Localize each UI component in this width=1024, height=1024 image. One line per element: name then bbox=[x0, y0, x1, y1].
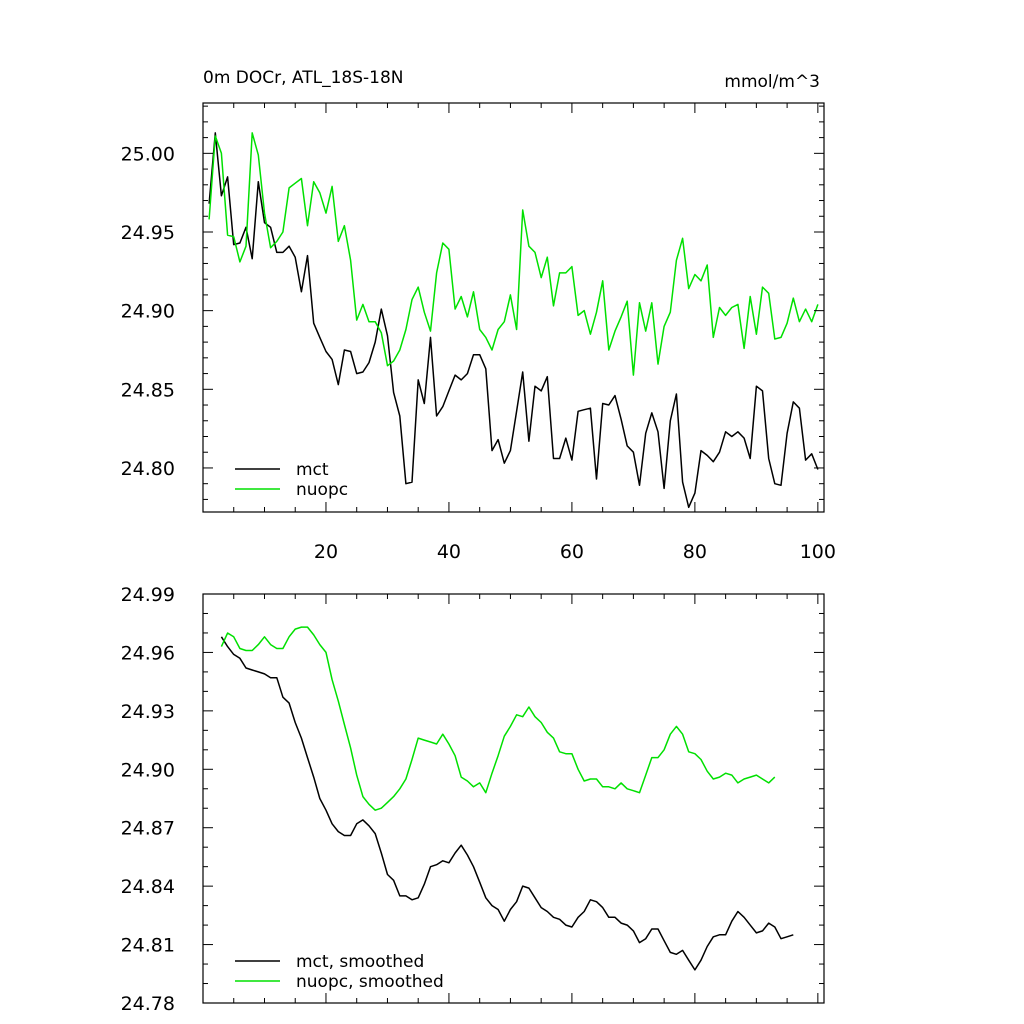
y-tick-label: 24.80 bbox=[121, 458, 175, 480]
y-tick-label: 24.93 bbox=[121, 701, 175, 723]
x-tick-label: 60 bbox=[560, 541, 584, 563]
legend-label: mct, smoothed bbox=[296, 952, 424, 972]
series-line-mct bbox=[208, 132, 819, 509]
legend-label: mct bbox=[296, 460, 329, 480]
y-tick-label: 24.90 bbox=[121, 759, 175, 781]
y-tick-label: 24.99 bbox=[121, 584, 175, 606]
y-tick-label: 24.84 bbox=[121, 876, 175, 898]
units-label: mmol/m^3 bbox=[724, 72, 820, 92]
legend-label: nuopc bbox=[296, 480, 348, 500]
chart-title: 0m DOCr, ATL_18S-18N bbox=[203, 68, 404, 88]
top-chart: 0m DOCr, ATL_18S-18N mmol/m^3 20 40 60 80 10… bbox=[121, 68, 836, 563]
y-tick-label: 24.81 bbox=[121, 935, 175, 957]
y-tick-label: 24.95 bbox=[121, 222, 175, 244]
y-tick-label: 25.00 bbox=[121, 143, 175, 165]
x-tick-label: 40 bbox=[437, 541, 461, 563]
plot-frame bbox=[202, 102, 825, 513]
y-tick-label: 24.87 bbox=[121, 818, 175, 840]
x-tick-label: 20 bbox=[314, 541, 338, 563]
y-tick-label: 24.96 bbox=[121, 642, 175, 664]
bottom-chart: 24.78 24.81 24.84 24.87 24.90 24.93 24.96 24.99… bbox=[121, 584, 825, 1015]
series-layer bbox=[208, 132, 819, 509]
tick-layer: 24.78 24.81 24.84 24.87 24.90 24.93 24.96 24.99 bbox=[121, 584, 824, 1015]
y-tick-label: 24.78 bbox=[121, 993, 175, 1015]
series-layer bbox=[220, 626, 794, 971]
x-tick-label: 100 bbox=[800, 541, 836, 563]
x-tick-label: 80 bbox=[683, 541, 707, 563]
y-tick-label: 24.85 bbox=[121, 379, 175, 401]
tick-layer: 20 40 60 80 100 24.80 24.85 24.90 24.95 25.00 bbox=[121, 103, 836, 563]
series-line-nuopc bbox=[208, 132, 819, 376]
legend-label: nuopc, smoothed bbox=[296, 972, 444, 992]
y-tick-label: 24.90 bbox=[121, 301, 175, 323]
series-line-nuopc bbox=[220, 626, 776, 811]
series-line-mct bbox=[220, 636, 794, 971]
plot-frame bbox=[202, 593, 825, 1004]
